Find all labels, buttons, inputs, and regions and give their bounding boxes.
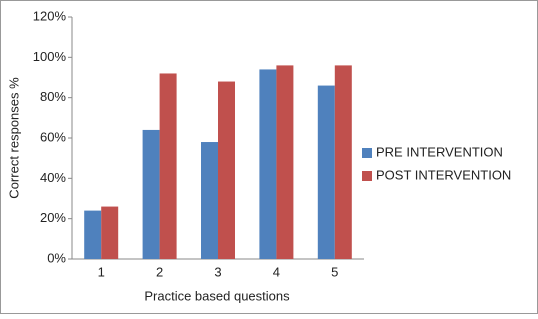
y-axis-label: Correct responses % [6, 77, 21, 199]
bar [142, 129, 160, 259]
bar [101, 206, 119, 259]
legend-label: POST INTERVENTION [376, 167, 511, 182]
legend-swatch [362, 171, 372, 181]
x-tick-label: 4 [273, 264, 280, 279]
bar [159, 73, 177, 259]
bar [317, 85, 335, 259]
x-axis-label: Practice based questions [144, 288, 290, 303]
bar [201, 142, 218, 259]
y-tick-label: 20% [40, 210, 66, 225]
x-tick-label: 5 [331, 264, 338, 279]
bar [259, 69, 277, 259]
bar [84, 210, 102, 259]
y-tick-label: 0% [47, 250, 66, 265]
y-tick-label: 40% [40, 170, 66, 185]
x-tick-label: 1 [98, 264, 105, 279]
y-tick-label: 80% [40, 89, 66, 104]
y-tick-label: 100% [33, 49, 67, 64]
legend-swatch [362, 148, 372, 158]
bar [218, 81, 235, 260]
bar [276, 65, 294, 260]
y-tick-label: 60% [40, 129, 66, 144]
bar [334, 65, 352, 260]
x-tick-label: 2 [156, 264, 163, 279]
x-tick-label: 3 [214, 264, 221, 279]
legend-label: PRE INTERVENTION [376, 144, 503, 159]
y-tick-label: 120% [33, 8, 67, 23]
